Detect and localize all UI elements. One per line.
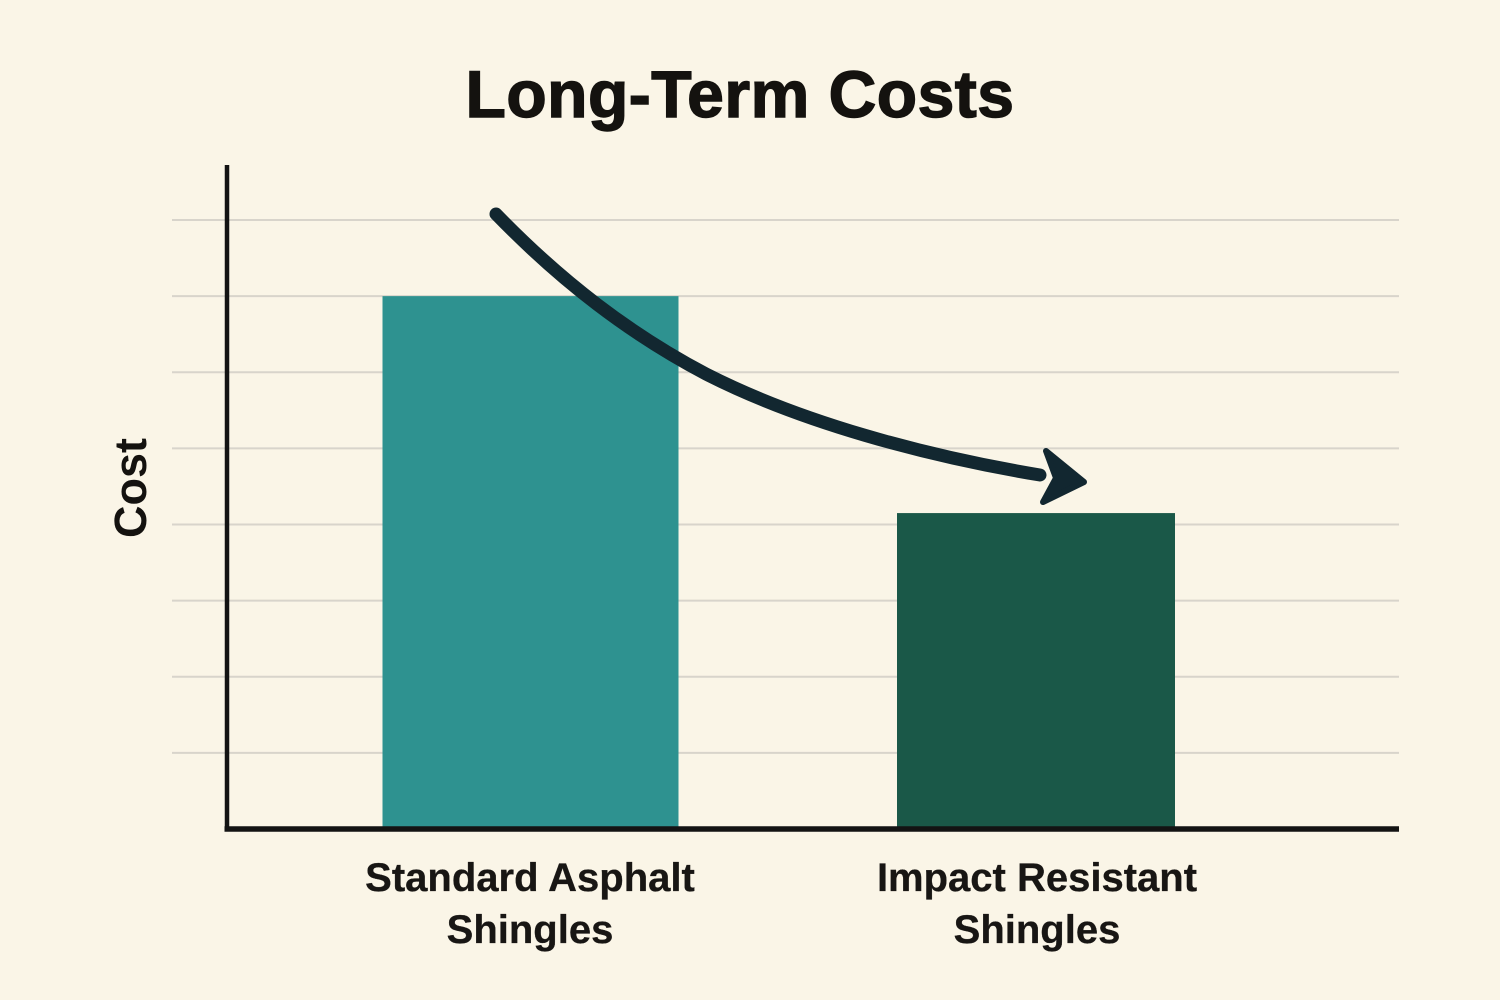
category-label-impact-resistant: Impact Resistant Shingles: [876, 856, 1198, 952]
trend-arrow-shaft: [489, 207, 1047, 482]
trend-arrow: [489, 207, 1087, 505]
chart-title: Long-Term Costs: [465, 56, 1015, 131]
bar-1: [897, 513, 1175, 829]
bar-0: [382, 296, 679, 829]
axes: [224, 165, 1399, 832]
gridlines: [172, 219, 1399, 754]
trend-arrow-head-icon: [1040, 448, 1087, 505]
bars: [382, 296, 1175, 829]
category-label-standard-asphalt: Standard Asphalt Shingles: [365, 856, 695, 952]
